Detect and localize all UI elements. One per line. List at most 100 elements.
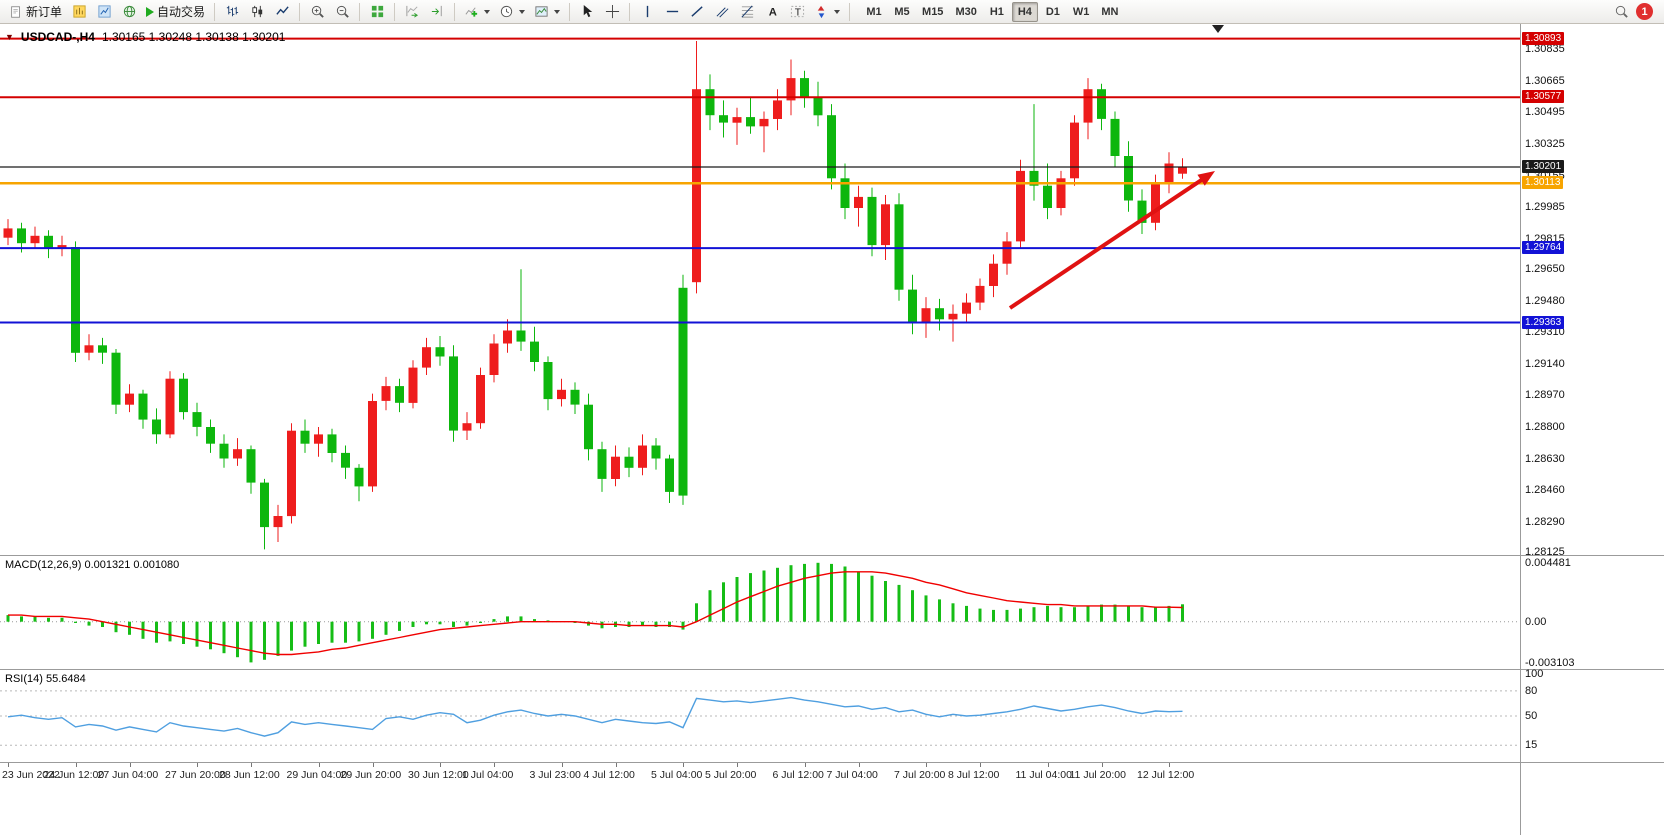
time-axis-label: 12 Jul 12:00: [1137, 769, 1195, 781]
zoom-out-button[interactable]: [330, 2, 354, 22]
macd-chart[interactable]: [0, 556, 1520, 669]
cursor-button[interactable]: [575, 2, 599, 22]
text-label-icon: T: [790, 5, 804, 18]
dropdown-caret-icon: [484, 9, 491, 14]
crosshair-button[interactable]: [600, 2, 624, 22]
time-axis-tick: [1047, 763, 1049, 767]
candlestick-chart[interactable]: [0, 24, 1520, 555]
candle-body: [57, 245, 67, 249]
candle-body: [584, 404, 593, 450]
time-axis-tick: [494, 763, 495, 767]
candle-body: [165, 378, 175, 435]
candle-body: [840, 178, 850, 208]
periods-button[interactable]: [495, 2, 529, 22]
candle-body: [3, 228, 13, 238]
text-label-button[interactable]: T: [785, 2, 809, 22]
new-order-button[interactable]: 新订单: [5, 2, 66, 22]
timeframe-button-mn[interactable]: MN: [1101, 5, 1119, 18]
dropdown-caret-icon: [554, 9, 561, 14]
candle-body: [570, 389, 580, 405]
vertical-line-button[interactable]: [635, 2, 659, 22]
price-axis-tick: 1.28460: [1525, 484, 1565, 497]
candle-body: [489, 343, 499, 375]
timeframe-button-h1[interactable]: H1: [989, 5, 1004, 18]
equidistant-channel-button[interactable]: [710, 2, 734, 22]
price-axis-tick: 1.30835: [1525, 43, 1565, 56]
chart-shift-button[interactable]: [425, 2, 449, 22]
time-axis[interactable]: 23 Jun 2022 24 Jun 12:00 27 Jun 04:00 27 Ju…: [0, 763, 1520, 786]
pane-separator[interactable]: [0, 669, 1520, 670]
chart-region[interactable]: ▼ USDCAD-,H4 1.30165 1.30248 1.30138 1.3…: [0, 24, 1520, 835]
candle-body: [530, 341, 539, 362]
candle-body: [1083, 89, 1093, 123]
rsi-pane[interactable]: RSI(14) 55.6484: [0, 670, 1520, 762]
candle-body: [881, 204, 890, 246]
fibonacci-button[interactable]: [735, 2, 759, 22]
line-chart-button[interactable]: [270, 2, 294, 22]
candle-body: [827, 115, 836, 179]
time-axis-label: 23 Jun 2022: [2, 769, 60, 781]
candle-body: [462, 423, 472, 431]
symbol-marker-icon[interactable]: ▼: [5, 31, 14, 42]
pane-separator[interactable]: [0, 555, 1520, 556]
search-button[interactable]: [1609, 2, 1633, 22]
time-axis-label: 5 Jul 04:00: [651, 769, 703, 781]
toolbar-separator: [359, 2, 361, 21]
arrows-button[interactable]: [810, 2, 844, 22]
rsi-axis-tick: 80: [1525, 684, 1538, 697]
rsi-chart[interactable]: [0, 670, 1520, 762]
auto-trading-button[interactable]: 自动交易: [142, 2, 209, 22]
notification-badge[interactable]: 1: [1636, 3, 1653, 20]
zoom-in-button[interactable]: [305, 2, 329, 22]
community-button[interactable]: [117, 2, 141, 22]
rsi-axis-tick: 50: [1525, 710, 1538, 722]
tile-windows-button[interactable]: [365, 2, 389, 22]
timeframe-button-m30[interactable]: M30: [955, 5, 977, 18]
candle-body: [192, 412, 202, 427]
candle-body: [503, 330, 512, 344]
main-toolbar: 新订单 自动交易: [0, 0, 1664, 24]
toolbar-separator: [394, 2, 396, 21]
timeframe-button-m1[interactable]: M1: [866, 5, 882, 18]
timeframe-button-h4[interactable]: H4: [1011, 1, 1038, 22]
pane-separator[interactable]: [0, 762, 1520, 763]
chart-shift-marker[interactable]: [1212, 25, 1224, 33]
cursor-icon: [583, 4, 592, 18]
price-pane[interactable]: ▼ USDCAD-,H4 1.30165 1.30248 1.30138 1.3…: [0, 24, 1520, 555]
auto-scroll-button[interactable]: [400, 2, 424, 22]
periods-clock-icon: [500, 5, 513, 18]
indicators-button[interactable]: [460, 2, 494, 22]
candle-body: [1029, 170, 1039, 186]
profiles-button[interactable]: [92, 2, 116, 22]
timeframe-button-w1[interactable]: W1: [1072, 5, 1090, 18]
macd-axis-tick: -0.003103: [1525, 656, 1575, 669]
time-axis-tick: [737, 763, 738, 767]
new-chart-button[interactable]: [67, 2, 91, 22]
play-icon: [146, 6, 155, 17]
macd-pane[interactable]: MACD(12,26,9) 0.001321 0.001080: [0, 556, 1520, 669]
price-axis[interactable]: 1.308351.306651.304951.303251.301551.299…: [1520, 24, 1664, 835]
candle-body: [678, 287, 688, 496]
trend-arrow-line[interactable]: [1008, 173, 1210, 310]
bar-chart-button[interactable]: [220, 2, 244, 22]
candlestick-chart-button[interactable]: [245, 2, 269, 22]
candle-body: [894, 204, 904, 290]
timeframe-button-m5[interactable]: M5: [894, 5, 910, 18]
candle-body: [1097, 89, 1106, 119]
price-axis-tick: 1.30665: [1525, 74, 1565, 87]
candle-body: [746, 117, 755, 127]
rsi-label: RSI(14) 55.6484: [5, 673, 86, 685]
timeframe-button-m15[interactable]: M15: [922, 5, 944, 18]
time-axis-label: 5 Jul 20:00: [705, 769, 757, 781]
timeframe-button-d1[interactable]: D1: [1045, 5, 1060, 18]
horizontal-line-button[interactable]: [660, 2, 684, 22]
trendline-button[interactable]: [685, 2, 709, 22]
candle-body: [1002, 241, 1012, 264]
candle-body: [651, 445, 661, 459]
candle-body: [476, 375, 485, 424]
text-button[interactable]: A: [760, 2, 784, 22]
macd-signal-line: [8, 571, 1183, 656]
community-icon: [123, 5, 135, 18]
templates-button[interactable]: [530, 2, 564, 22]
